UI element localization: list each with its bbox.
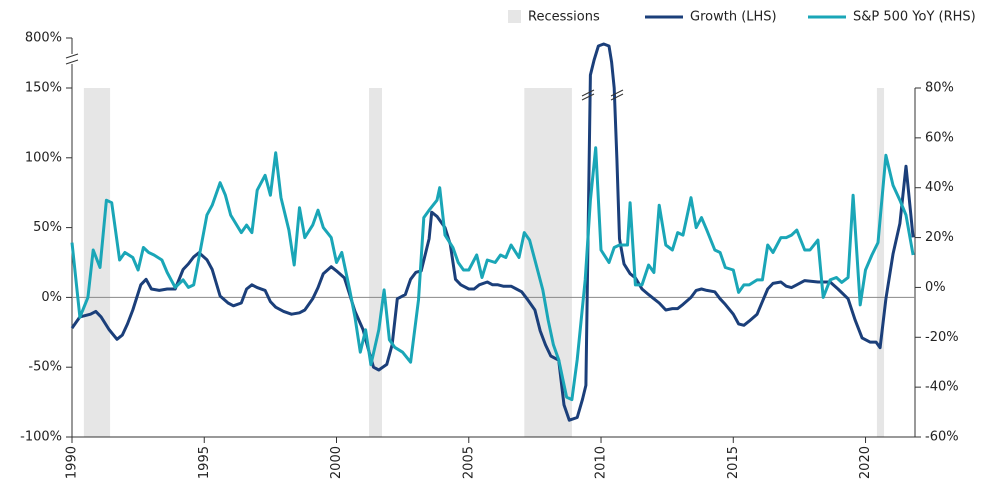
legend-label: S&P 500 YoY (RHS) [853, 10, 976, 25]
y-tick-label: 50% [33, 220, 62, 235]
y-tick-label: -50% [28, 360, 62, 375]
recessions [83, 88, 885, 437]
axis-break [65, 59, 79, 65]
legend-swatch [508, 10, 521, 23]
y2-tick-label: 60% [925, 130, 954, 145]
y2-tick-label: 0% [925, 280, 946, 295]
y2-tick-label: -20% [925, 330, 959, 345]
legend-label: Growth (LHS) [690, 10, 777, 25]
x-tick-label: 2000 [329, 446, 344, 479]
legend: Recessions Growth (LHS) S&P 500 YoY (RHS… [508, 10, 976, 25]
axes: -100% -50% 0% 50% 100% 150% 800% -60% -40% -20% 0%… [20, 31, 958, 480]
y-tick-label: 150% [25, 81, 62, 96]
series-line [70, 146, 915, 402]
y2-tick-label: -60% [925, 430, 959, 445]
recession-band [876, 88, 885, 437]
y2-tick-label: -40% [925, 380, 959, 395]
x-tick-label: 2005 [461, 446, 476, 479]
line-break [610, 89, 624, 97]
x-tick-label: 1990 [65, 446, 80, 479]
y-tick-label: 800% [25, 31, 62, 46]
y-tick-label: 100% [25, 150, 62, 165]
y-tick-label: -100% [20, 430, 62, 445]
x-tick-label: 1995 [197, 446, 212, 479]
plot-area [70, 42, 915, 422]
series-line [70, 42, 915, 422]
y-tick-label: 0% [41, 290, 62, 305]
axis-break [65, 53, 79, 59]
y2-tick-label: 20% [925, 230, 954, 245]
recession-band [369, 88, 383, 437]
legend-label: Recessions [528, 10, 600, 25]
x-tick-label: 2020 [858, 446, 873, 479]
line-break [581, 89, 595, 97]
line-break-marks [581, 89, 624, 101]
y2-tick-label: 40% [925, 180, 954, 195]
x-tick-label: 2010 [594, 446, 609, 479]
axis-break-gap [66, 54, 78, 64]
line-break [610, 93, 624, 101]
y2-tick-label: 80% [925, 81, 954, 96]
x-tick-label: 2015 [726, 446, 741, 479]
line-break [581, 93, 595, 101]
